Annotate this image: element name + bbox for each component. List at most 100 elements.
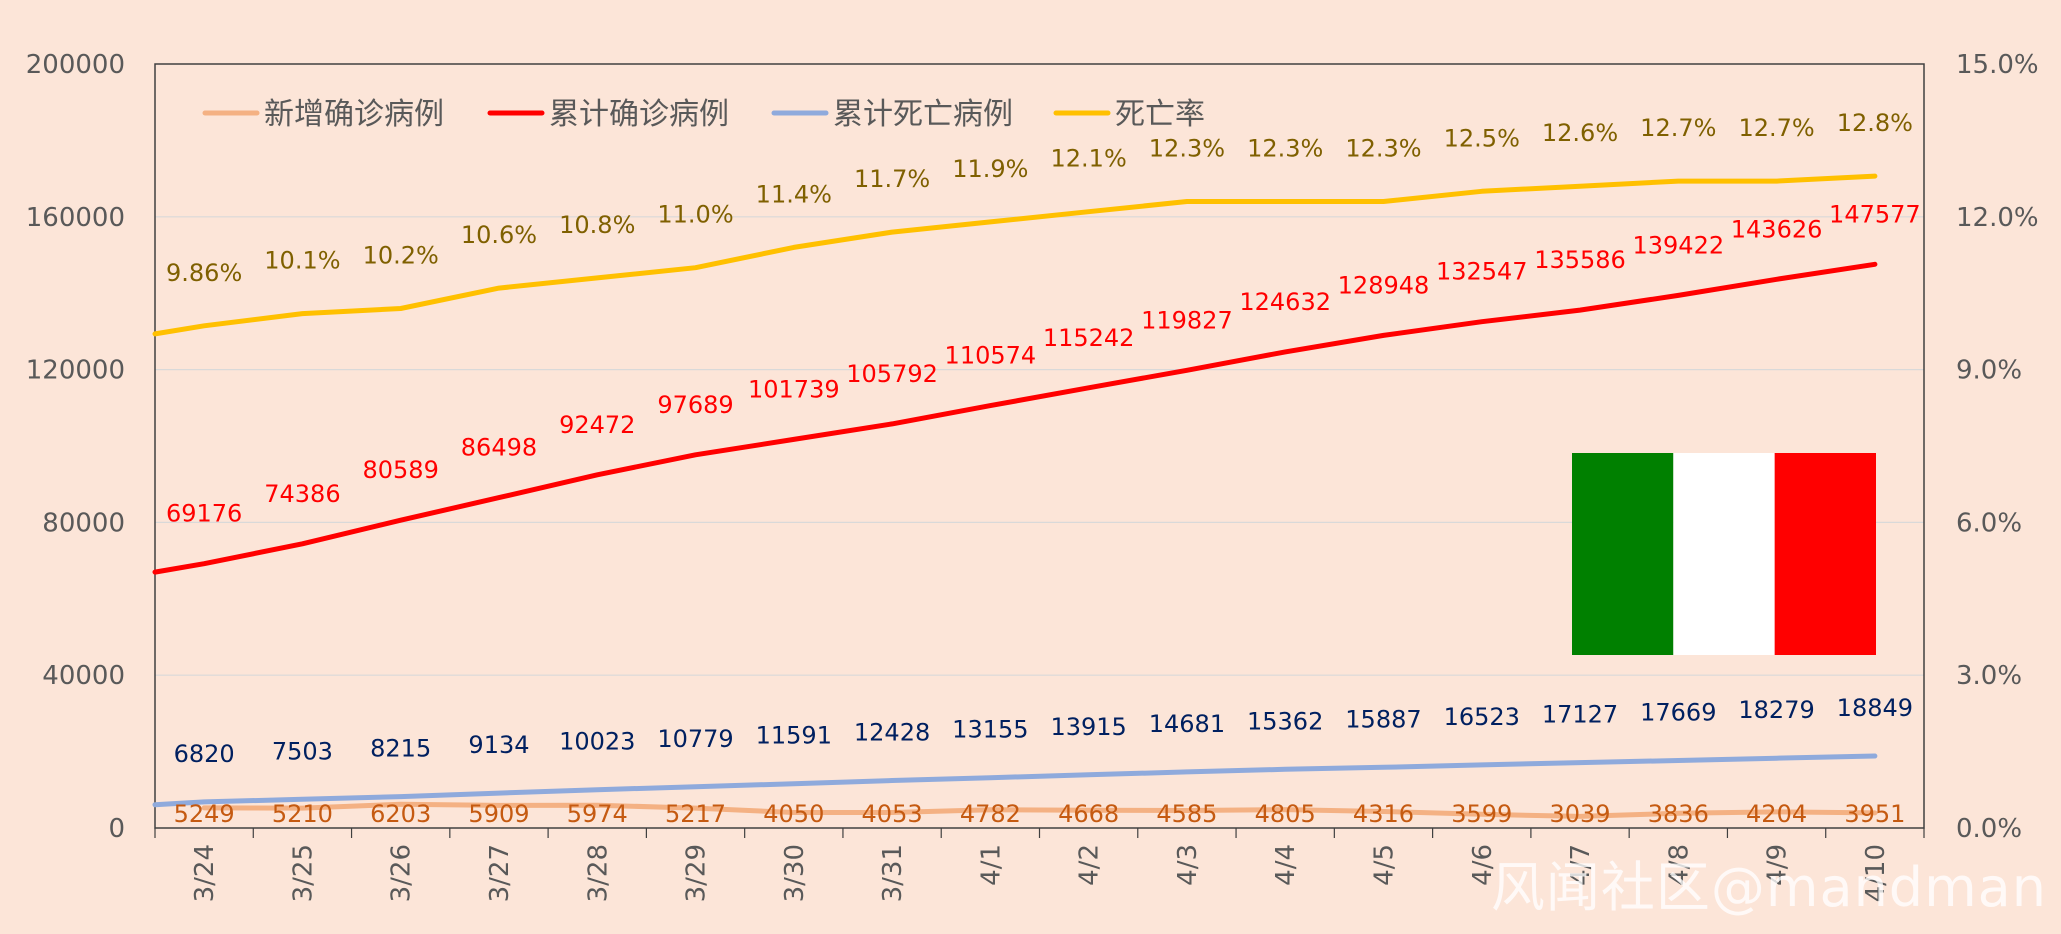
- x-tick-label: 4/8: [1664, 844, 1694, 886]
- data-label: 12.6%: [1542, 119, 1618, 147]
- data-label: 119827: [1141, 306, 1233, 334]
- data-label: 9.86%: [166, 259, 242, 287]
- data-label: 13915: [1050, 713, 1126, 741]
- x-tick-label: 4/5: [1369, 844, 1399, 886]
- x-tick-label: 4/7: [1566, 844, 1596, 886]
- y-left-tick-label: 0: [108, 814, 125, 844]
- x-tick-label: 3/30: [780, 844, 810, 902]
- legend: 新增确诊病例 累计确诊病例 累计死亡病例 死亡率: [202, 97, 1205, 132]
- data-label: 3951: [1844, 800, 1905, 828]
- x-tick-label: 3/25: [288, 844, 318, 902]
- data-label: 4204: [1746, 800, 1807, 828]
- y-left-tick-label: 80000: [42, 508, 125, 538]
- y-right-tick-label: 12.0%: [1956, 203, 2039, 233]
- data-label: 16523: [1444, 703, 1520, 731]
- data-label: 13155: [952, 716, 1028, 744]
- data-label: 17127: [1542, 701, 1618, 729]
- y-right-tick-label: 9.0%: [1956, 356, 2022, 386]
- data-label: 128948: [1338, 271, 1430, 299]
- data-label: 12.3%: [1247, 135, 1323, 163]
- y-right-tick-label: 3.0%: [1956, 661, 2022, 691]
- data-label: 115242: [1043, 324, 1135, 352]
- y-right-tick-label: 15.0%: [1956, 50, 2039, 80]
- data-label: 12.3%: [1149, 135, 1225, 163]
- x-tick-label: 4/4: [1271, 844, 1301, 886]
- data-label: 5217: [665, 800, 726, 828]
- data-label: 11591: [756, 722, 832, 750]
- series-line: [152, 173, 1878, 337]
- data-label: 3039: [1549, 800, 1610, 828]
- data-label: 14681: [1149, 710, 1225, 738]
- data-label: 10.6%: [461, 221, 537, 249]
- x-axis: 3/24 3/25 3/26 3/27 3/28 3/29 3/30 3/31 4/1 4/2 4/…: [154, 828, 1925, 902]
- data-label: 10779: [657, 725, 733, 753]
- data-label: 97689: [657, 391, 733, 419]
- data-label: 7503: [272, 737, 333, 765]
- legend-label: 累计确诊病例: [549, 97, 729, 132]
- data-label: 11.9%: [952, 155, 1028, 183]
- x-tick-label: 4/9: [1763, 844, 1793, 886]
- data-label: 10.2%: [363, 241, 439, 269]
- x-tick-label: 3/31: [878, 844, 908, 902]
- flag-stripe: [1673, 453, 1775, 655]
- data-label: 10.1%: [264, 247, 340, 275]
- x-tick-label: 4/10: [1861, 844, 1891, 902]
- data-label: 12.5%: [1444, 124, 1520, 152]
- data-label: 15362: [1247, 707, 1323, 735]
- data-label: 10.8%: [559, 211, 635, 239]
- y-axis-left: 0 40000 80000 120000 160000 200000: [26, 50, 125, 844]
- y-right-tick-label: 0.0%: [1956, 814, 2022, 844]
- flag-stripe: [1572, 453, 1674, 655]
- series-lines: [152, 173, 1878, 819]
- y-left-tick-label: 200000: [26, 50, 125, 80]
- y-left-tick-label: 120000: [26, 356, 125, 386]
- series-line: [152, 261, 1878, 575]
- x-tick-label: 4/1: [976, 844, 1006, 886]
- data-label: 4805: [1255, 800, 1316, 828]
- legend-label: 死亡率: [1115, 97, 1205, 132]
- y-left-tick-label: 160000: [26, 203, 125, 233]
- data-label: 124632: [1239, 288, 1331, 316]
- data-label: 4053: [862, 800, 923, 828]
- data-label: 6820: [174, 740, 235, 768]
- data-label: 110574: [945, 342, 1037, 370]
- flag-stripe: [1774, 453, 1876, 655]
- x-tick-label: 4/6: [1468, 844, 1498, 886]
- data-label: 12.1%: [1051, 145, 1127, 173]
- series-line: [152, 753, 1878, 808]
- data-label: 3836: [1648, 800, 1709, 828]
- data-label: 10023: [559, 728, 635, 756]
- data-label: 11.7%: [854, 165, 930, 193]
- data-label: 11.0%: [657, 201, 733, 229]
- x-tick-label: 3/24: [190, 844, 220, 902]
- data-label: 139422: [1632, 231, 1724, 259]
- data-label: 105792: [846, 360, 938, 388]
- data-label: 8215: [370, 735, 431, 763]
- data-label: 69176: [166, 500, 242, 528]
- x-tick-label: 3/27: [485, 844, 515, 902]
- data-label: 74386: [264, 480, 340, 508]
- data-label: 6203: [370, 800, 431, 828]
- data-label: 5909: [468, 800, 529, 828]
- data-label: 101739: [748, 375, 840, 403]
- data-label: 12.7%: [1738, 114, 1814, 142]
- data-label: 3599: [1451, 800, 1512, 828]
- data-label: 92472: [559, 411, 635, 439]
- data-label: 135586: [1534, 246, 1626, 274]
- data-label: 143626: [1731, 215, 1823, 243]
- data-label: 5249: [174, 800, 235, 828]
- data-label: 80589: [363, 456, 439, 484]
- data-label: 4050: [763, 800, 824, 828]
- x-tick-label: 3/29: [682, 844, 712, 902]
- data-label: 86498: [461, 434, 537, 462]
- italy-flag-icon: [1572, 453, 1876, 655]
- data-label: 12.7%: [1640, 114, 1716, 142]
- data-label: 17669: [1640, 699, 1716, 727]
- y-axis-right: 0.0% 3.0% 6.0% 9.0% 12.0% 15.0%: [1956, 50, 2039, 844]
- data-label: 5210: [272, 800, 333, 828]
- legend-label: 新增确诊病例: [264, 97, 444, 132]
- data-label: 4782: [960, 800, 1021, 828]
- data-label: 4668: [1058, 800, 1119, 828]
- data-label: 12.3%: [1345, 135, 1421, 163]
- watermark: 风闻社区@mandman: [1490, 856, 2047, 919]
